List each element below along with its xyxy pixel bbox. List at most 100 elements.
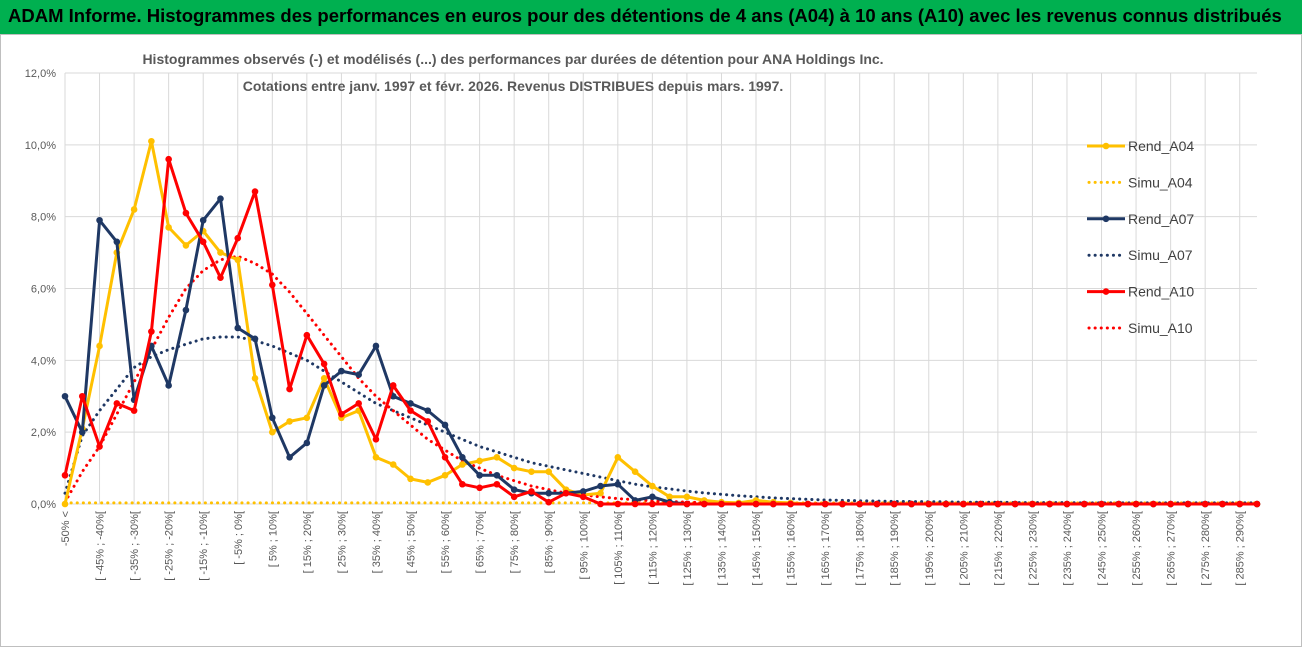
data-point: [476, 457, 483, 465]
data-point: [389, 461, 397, 468]
data-point: [579, 488, 587, 495]
x-tick-label: [ 105% ; 110%[: [613, 511, 625, 585]
legend-label: Rend_A07: [1128, 211, 1194, 227]
data-point: [528, 488, 535, 495]
data-point: [355, 371, 362, 379]
data-point: [303, 414, 311, 422]
data-point: [459, 461, 466, 468]
x-tick-label: [ 275% ; 280%[: [1200, 511, 1212, 586]
data-point: [631, 468, 639, 475]
data-point: [735, 500, 743, 508]
data-point: [372, 342, 380, 350]
x-tick-label: -50% <: [60, 511, 72, 546]
data-point: [199, 216, 207, 224]
x-tick-label: [ 135% ; 140%[: [716, 511, 728, 586]
chart-title-line1: Histogrammes observés (-) et modélisés (…: [142, 51, 883, 67]
data-point: [165, 224, 172, 231]
data-point: [441, 471, 449, 479]
data-point: [234, 256, 242, 264]
y-tick-label: 12,0%: [25, 68, 56, 80]
data-point: [1167, 500, 1174, 508]
data-point: [718, 500, 725, 508]
x-tick-label: [ 265% ; 270%[: [1166, 511, 1178, 586]
data-point: [908, 500, 915, 508]
data-point: [597, 489, 604, 497]
series-line-Rend_A04: [63, 139, 1257, 506]
data-point: [320, 374, 328, 382]
data-point: [459, 454, 466, 461]
data-point: [217, 249, 224, 256]
data-point: [407, 400, 414, 407]
data-point: [407, 475, 414, 483]
data-point: [1115, 500, 1123, 508]
data-point: [1046, 500, 1053, 508]
data-point: [1029, 500, 1036, 508]
data-point: [545, 468, 553, 475]
series-layer: [61, 137, 1261, 508]
data-point: [942, 500, 950, 508]
data-point: [994, 500, 1002, 508]
y-tick-label: 10,0%: [25, 140, 56, 152]
data-point: [1011, 500, 1019, 508]
data-point: [372, 436, 380, 443]
data-point: [597, 500, 604, 508]
data-point: [355, 400, 362, 407]
x-tick-label: [ 165% ; 170%[: [820, 511, 832, 586]
data-point: [441, 421, 449, 429]
x-tick-label: [ 225% ; 230%[: [1027, 511, 1039, 586]
data-point: [320, 360, 328, 368]
data-point: [1253, 500, 1261, 508]
y-tick-label: 0,0%: [31, 499, 56, 511]
data-point: [1063, 500, 1071, 508]
x-tick-label: [ 15% ; 20%[: [302, 511, 314, 573]
data-point: [821, 500, 829, 508]
data-point: [649, 493, 656, 501]
data-point: [61, 500, 69, 508]
legend-label: Simu_A04: [1128, 174, 1193, 190]
data-point: [649, 500, 656, 508]
data-point: [459, 480, 466, 488]
data-point: [977, 500, 984, 508]
data-point: [286, 385, 293, 393]
x-tick-label: [ -25% ; -20%[: [164, 511, 176, 581]
x-tick-label: [ 55% ; 60%[: [440, 511, 452, 573]
legend-label: Simu_A07: [1128, 247, 1193, 263]
data-point: [683, 500, 691, 508]
data-point: [493, 454, 501, 461]
x-tick-label: [ 145% ; 150%[: [751, 511, 763, 586]
x-tick-label: [ 65% ; 70%[: [475, 511, 487, 573]
data-point: [182, 242, 190, 249]
data-point: [614, 500, 622, 508]
data-point: [217, 274, 224, 282]
y-tick-label: 6,0%: [31, 284, 56, 296]
x-tick-label: [ 155% ; 160%[: [786, 511, 798, 586]
data-point: [165, 382, 172, 389]
legend: Rend_A04 Simu_A04 Rend_A07 Simu_A07 Rend_A10…: [1087, 138, 1194, 336]
data-point: [96, 342, 103, 350]
x-tick-label: [ 175% ; 180%[: [855, 511, 867, 586]
legend-marker: [1102, 288, 1110, 295]
data-point: [338, 367, 345, 375]
series-Simu_A07: [63, 335, 1259, 505]
gridlines: [64, 72, 1257, 505]
data-point: [78, 428, 86, 436]
data-point: [666, 493, 673, 501]
x-tick-label: [ 45% ; 50%[: [406, 511, 418, 573]
data-point: [441, 454, 449, 461]
data-point: [1150, 500, 1157, 508]
data-point: [579, 493, 587, 501]
data-point: [320, 382, 328, 389]
data-point: [148, 137, 155, 145]
data-point: [493, 471, 501, 479]
y-tick-label: 2,0%: [31, 427, 56, 439]
data-point: [130, 407, 138, 414]
data-point: [303, 331, 311, 339]
data-point: [217, 195, 224, 203]
x-tick-label: [ 75% ; 80%[: [509, 511, 521, 573]
y-tick-label: 4,0%: [31, 355, 56, 367]
data-point: [96, 216, 103, 224]
x-tick-label: [ 95% ; 100%[: [578, 511, 590, 580]
data-point: [269, 414, 276, 422]
data-point: [476, 471, 483, 479]
data-point: [614, 480, 622, 488]
